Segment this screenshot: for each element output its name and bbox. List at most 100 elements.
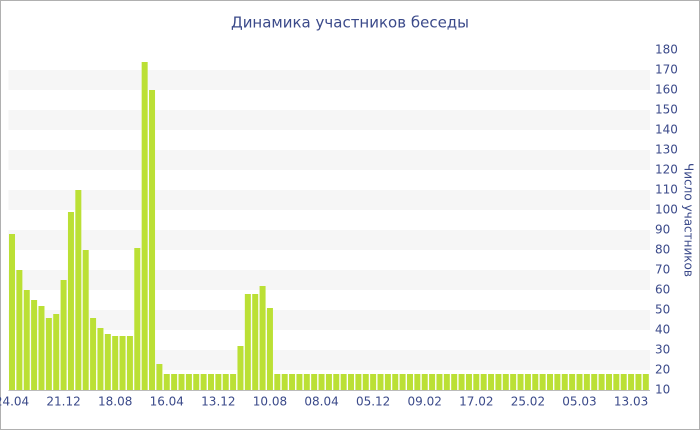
bar (613, 374, 620, 390)
bar (392, 374, 399, 390)
bar (458, 374, 465, 390)
bar (384, 374, 391, 390)
bar (583, 374, 590, 390)
chart-title: Динамика участников беседы (231, 14, 469, 32)
y-tick-label: 170 (655, 63, 678, 77)
bar (45, 318, 52, 390)
y-tick-label: 50 (655, 303, 670, 317)
bar (215, 374, 222, 390)
bar (156, 364, 163, 390)
bar (53, 314, 60, 390)
bar (333, 374, 340, 390)
bar (524, 374, 531, 390)
bar (605, 374, 612, 390)
x-tick-label: 09.02 (408, 395, 442, 409)
bar (325, 374, 332, 390)
bar (620, 374, 627, 390)
bar (60, 280, 67, 390)
bar (252, 294, 259, 390)
bar (340, 374, 347, 390)
bar (443, 374, 450, 390)
bar (399, 374, 406, 390)
x-tick-label: 10.08 (253, 395, 287, 409)
bar (266, 308, 273, 390)
bar (119, 336, 126, 390)
grid-band (8, 150, 650, 170)
y-tick-label: 160 (655, 83, 678, 97)
bar (355, 374, 362, 390)
bar (31, 300, 38, 390)
bar (296, 374, 303, 390)
grid-band (8, 70, 650, 90)
bar (141, 62, 148, 390)
x-tick-label: 18.08 (98, 395, 132, 409)
bar (628, 374, 635, 390)
bar (23, 290, 30, 390)
bar (207, 374, 214, 390)
x-tick-label: 17.02 (459, 395, 493, 409)
bar (311, 374, 318, 390)
bar (222, 374, 229, 390)
y-tick-label: 120 (655, 163, 678, 177)
bar (38, 306, 45, 390)
bar (429, 374, 436, 390)
bar (465, 374, 472, 390)
y-tick-label: 150 (655, 103, 678, 117)
bar (171, 374, 178, 390)
bar (451, 374, 458, 390)
bar (259, 286, 266, 390)
x-tick-label: 16.04 (150, 395, 184, 409)
y-tick-label: 100 (655, 203, 678, 217)
bar (421, 374, 428, 390)
y-tick-label: 70 (655, 263, 670, 277)
bar (642, 374, 649, 390)
bar (112, 336, 119, 390)
grid-band (8, 270, 650, 290)
bar (274, 374, 281, 390)
grid-band (8, 110, 650, 130)
bar (547, 374, 554, 390)
x-tick-label: 05.12 (356, 395, 390, 409)
x-tick-label: 08.04 (304, 395, 338, 409)
bar (370, 374, 377, 390)
bar (281, 374, 288, 390)
x-tick-label: 24.04 (0, 395, 29, 409)
y-tick-label: 130 (655, 143, 678, 157)
bar (126, 336, 133, 390)
grid-band (8, 350, 650, 370)
bar (495, 374, 502, 390)
bar (90, 318, 97, 390)
y-axis-label: Число участников (682, 163, 696, 277)
bar (178, 374, 185, 390)
y-tick-label: 20 (655, 363, 670, 377)
bar (414, 374, 421, 390)
y-tick-label: 80 (655, 243, 670, 257)
bar (82, 250, 89, 390)
bar (406, 374, 413, 390)
bar (104, 334, 111, 390)
x-tick-label: 25.02 (511, 395, 545, 409)
bar (598, 374, 605, 390)
bar (134, 248, 141, 390)
bar (9, 234, 15, 390)
bar (348, 374, 355, 390)
bar (532, 374, 539, 390)
bar (16, 270, 23, 390)
bar (67, 212, 74, 390)
bar (303, 374, 310, 390)
y-tick-label: 40 (655, 323, 670, 337)
bar (237, 346, 244, 390)
y-tick-label: 60 (655, 283, 670, 297)
y-tick-label: 110 (655, 183, 678, 197)
grid-band (8, 230, 650, 250)
x-tick-label: 05.03 (562, 395, 596, 409)
x-tick-label: 13.12 (201, 395, 235, 409)
bar (539, 374, 546, 390)
bar (230, 374, 237, 390)
bar (193, 374, 200, 390)
bar (561, 374, 568, 390)
x-tick-label: 21.12 (46, 395, 80, 409)
bar (473, 374, 480, 390)
bar (289, 374, 296, 390)
bar (185, 374, 192, 390)
